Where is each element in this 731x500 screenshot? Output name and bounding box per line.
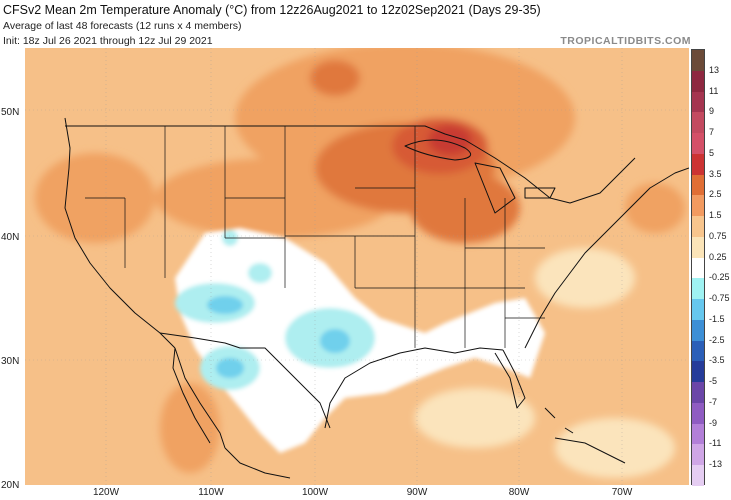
anomaly-warm-northeast [625, 183, 685, 233]
legend-label: 13 [709, 64, 720, 75]
legend-label: -9 [709, 417, 718, 428]
state-lines [85, 126, 545, 348]
legend-label: 2.5 [709, 189, 722, 200]
init-info: Init: 18z Jul 26 2021 through 12z Jul 29… [3, 35, 213, 47]
anomaly-hot-manitoba [310, 60, 360, 96]
anomaly-cold-arizona [207, 296, 243, 314]
coastline-west [64, 117, 176, 349]
map-area [25, 48, 689, 485]
legend-swatch [692, 236, 704, 259]
coastline-mexico-pacific [224, 447, 291, 479]
legend-label: -11 [709, 438, 722, 449]
anomaly-hottest-core [428, 125, 472, 155]
legend-swatch [692, 216, 704, 238]
lon-label-120w: 120W [92, 487, 120, 498]
anomaly-neutral-gulf [415, 388, 535, 448]
legend-label: 5 [709, 147, 715, 158]
legend-label: 9 [709, 106, 715, 117]
border-us-canada [65, 125, 636, 204]
legend-label: -7 [709, 396, 718, 407]
legend-swatch [692, 91, 704, 113]
legend-swatch [692, 257, 704, 279]
anomaly-cold-mexico [216, 358, 244, 378]
legend-swatch [692, 278, 704, 300]
anomaly-neutral-atlantic [535, 248, 635, 308]
legend-label: -13 [709, 459, 723, 470]
legend-label: -2.5 [709, 334, 725, 345]
legend-label: 0.25 [709, 251, 727, 262]
legend-label: 0.75 [709, 230, 727, 241]
anomaly-warm-baja [160, 383, 220, 473]
map-subtitle: Average of last 48 forecasts (12 runs x … [3, 20, 242, 32]
legend-label: -5 [709, 376, 718, 387]
color-legend [691, 49, 705, 487]
legend-swatch [692, 444, 704, 466]
lat-label-50n: 50N [1, 107, 20, 118]
legend-label: -0.25 [709, 272, 730, 283]
great-lakes [404, 139, 556, 214]
legend-swatch [692, 402, 704, 425]
legend-swatch [692, 319, 704, 342]
legend-swatch [692, 174, 704, 196]
legend-label: -1.5 [709, 313, 725, 324]
lon-label-100w: 100W [301, 487, 329, 498]
legend-swatch [692, 423, 704, 445]
island-bahamas [544, 407, 574, 434]
anomaly-cool-colorado [248, 263, 272, 283]
coastline-baja [172, 347, 226, 449]
island-cuba [554, 437, 626, 464]
legend-swatch [692, 133, 704, 155]
legend-swatch [692, 382, 704, 404]
legend-label: 3.5 [709, 168, 722, 179]
legend-swatch [692, 50, 704, 72]
legend-label: -0.75 [709, 293, 730, 304]
lon-label-90w: 90W [406, 487, 428, 498]
legend-swatch [692, 195, 704, 217]
legend-label: 1.5 [709, 210, 722, 221]
lon-label-80w: 80W [508, 487, 530, 498]
anomaly-cold-texas [320, 329, 350, 353]
coastline-florida [494, 349, 526, 409]
legend-swatch [692, 299, 704, 321]
lat-label-30n: 30N [1, 356, 20, 367]
border-us-mexico [159, 332, 331, 429]
lon-label-70w: 70W [611, 487, 633, 498]
coastline-east [524, 167, 689, 349]
legend-swatch [692, 112, 704, 134]
legend-swatch [692, 465, 704, 487]
legend-label: 7 [709, 127, 715, 138]
header: CFSv2 Mean 2m Temperature Anomaly (°C) f… [0, 0, 731, 48]
legend-label: -3.5 [709, 355, 725, 366]
map-title: CFSv2 Mean 2m Temperature Anomaly (°C) f… [3, 3, 541, 17]
anomaly-neutral-caribbean [555, 418, 675, 478]
lon-label-110w: 110W [198, 487, 224, 498]
legend-swatch [692, 361, 704, 383]
legend-swatch [692, 70, 704, 92]
credit-watermark: TROPICALTIDBITS.COM [560, 35, 691, 47]
coastline-gulf [324, 347, 504, 429]
legend-swatch [692, 340, 704, 362]
legend-swatch [692, 153, 704, 176]
legend-label: 11 [709, 85, 719, 96]
lat-label-40n: 40N [1, 232, 20, 243]
lat-label-20n: 20N [1, 480, 20, 491]
